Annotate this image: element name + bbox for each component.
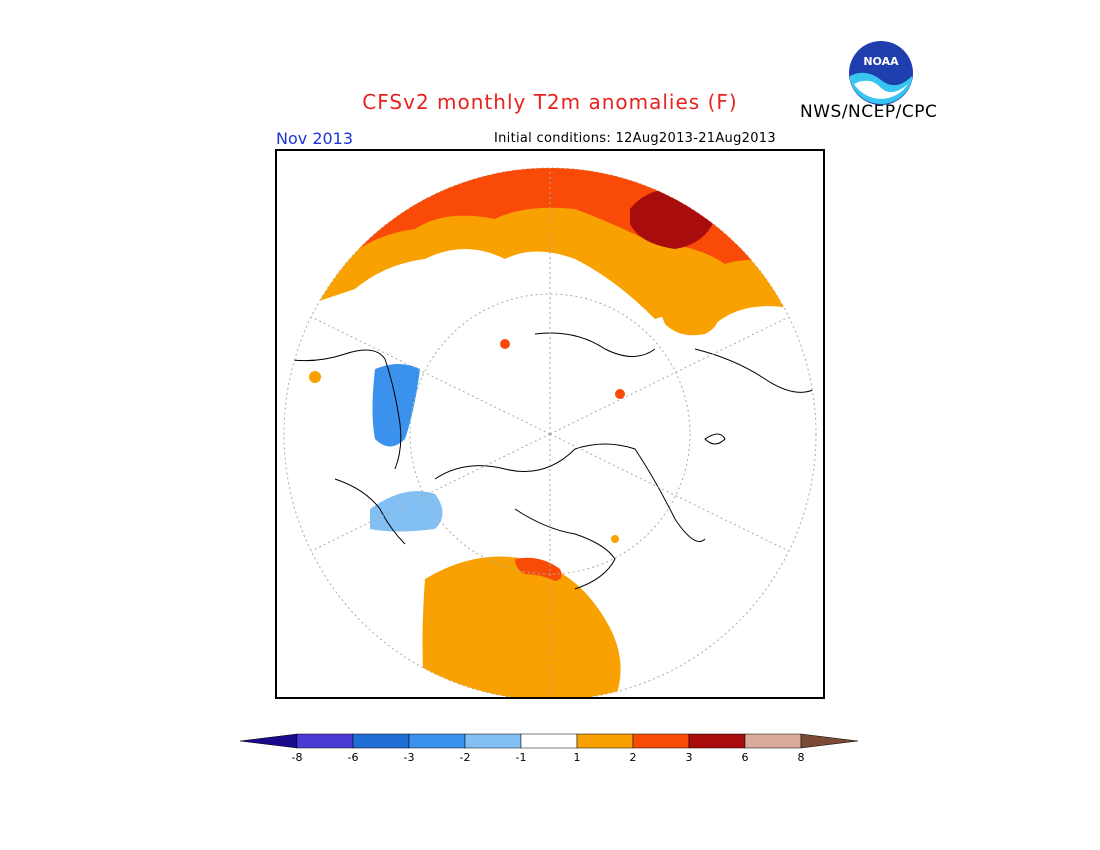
legend-swatch <box>296 733 354 749</box>
legend-tick-label: 8 <box>798 751 805 764</box>
coastline <box>694 348 816 393</box>
globe-outline <box>283 167 817 699</box>
meridian-line <box>549 433 806 560</box>
legend-arrow-low <box>239 733 298 749</box>
agency-label: NWS/NCEP/CPC <box>800 102 938 122</box>
warm-spot <box>615 389 625 399</box>
meridian-line <box>294 308 551 435</box>
legend-swatch <box>408 733 466 749</box>
forecast-month: Nov 2013 <box>276 129 354 148</box>
initial-conditions: Initial conditions: 12Aug2013-21Aug2013 <box>494 131 776 146</box>
cool-region-greenland-sea <box>372 364 420 447</box>
legend-tick-label: -6 <box>348 751 359 764</box>
legend-tick-label: 1 <box>574 751 581 764</box>
legend-swatch <box>576 733 634 749</box>
legend-swatch <box>520 733 578 749</box>
meridian-line <box>549 308 806 435</box>
legend-arrow-high <box>800 733 859 749</box>
legend-swatch <box>744 733 802 749</box>
legend-tick-label: -3 <box>404 751 415 764</box>
warm-region-north-america <box>422 556 621 699</box>
legend-swatch <box>688 733 746 749</box>
legend-swatch <box>464 733 522 749</box>
legend-tick-label: -1 <box>516 751 527 764</box>
coastline <box>284 349 402 470</box>
coastline <box>334 478 406 545</box>
coastline <box>534 332 656 357</box>
coastline <box>434 443 706 542</box>
coastline <box>704 433 726 445</box>
map-border <box>275 149 825 699</box>
legend-swatch <box>632 733 690 749</box>
coastline <box>514 508 616 590</box>
legend-tick-label: -2 <box>460 751 471 764</box>
noaa-logo: NOAA <box>849 41 913 105</box>
color-legend: -8 -6 -3 -2 -1 1 2 3 6 8 <box>239 733 859 764</box>
warm-spot <box>500 339 510 349</box>
legend-swatch <box>352 733 410 749</box>
meridian-line <box>294 433 551 560</box>
warm-region-east-asia <box>655 295 719 336</box>
latitude-line <box>409 293 691 575</box>
polar-map <box>275 149 825 699</box>
warm-spot <box>309 371 321 383</box>
chart-title: CFSv2 monthly T2m anomalies (F) <box>362 90 738 114</box>
legend-tick-label: 2 <box>630 751 637 764</box>
legend-tick-label: 3 <box>686 751 693 764</box>
legend-tick-label: -8 <box>292 751 303 764</box>
svg-text:NOAA: NOAA <box>863 55 899 68</box>
cool-region-atlantic <box>370 491 443 532</box>
warm-spot <box>611 535 619 543</box>
legend-tick-label: 6 <box>742 751 749 764</box>
